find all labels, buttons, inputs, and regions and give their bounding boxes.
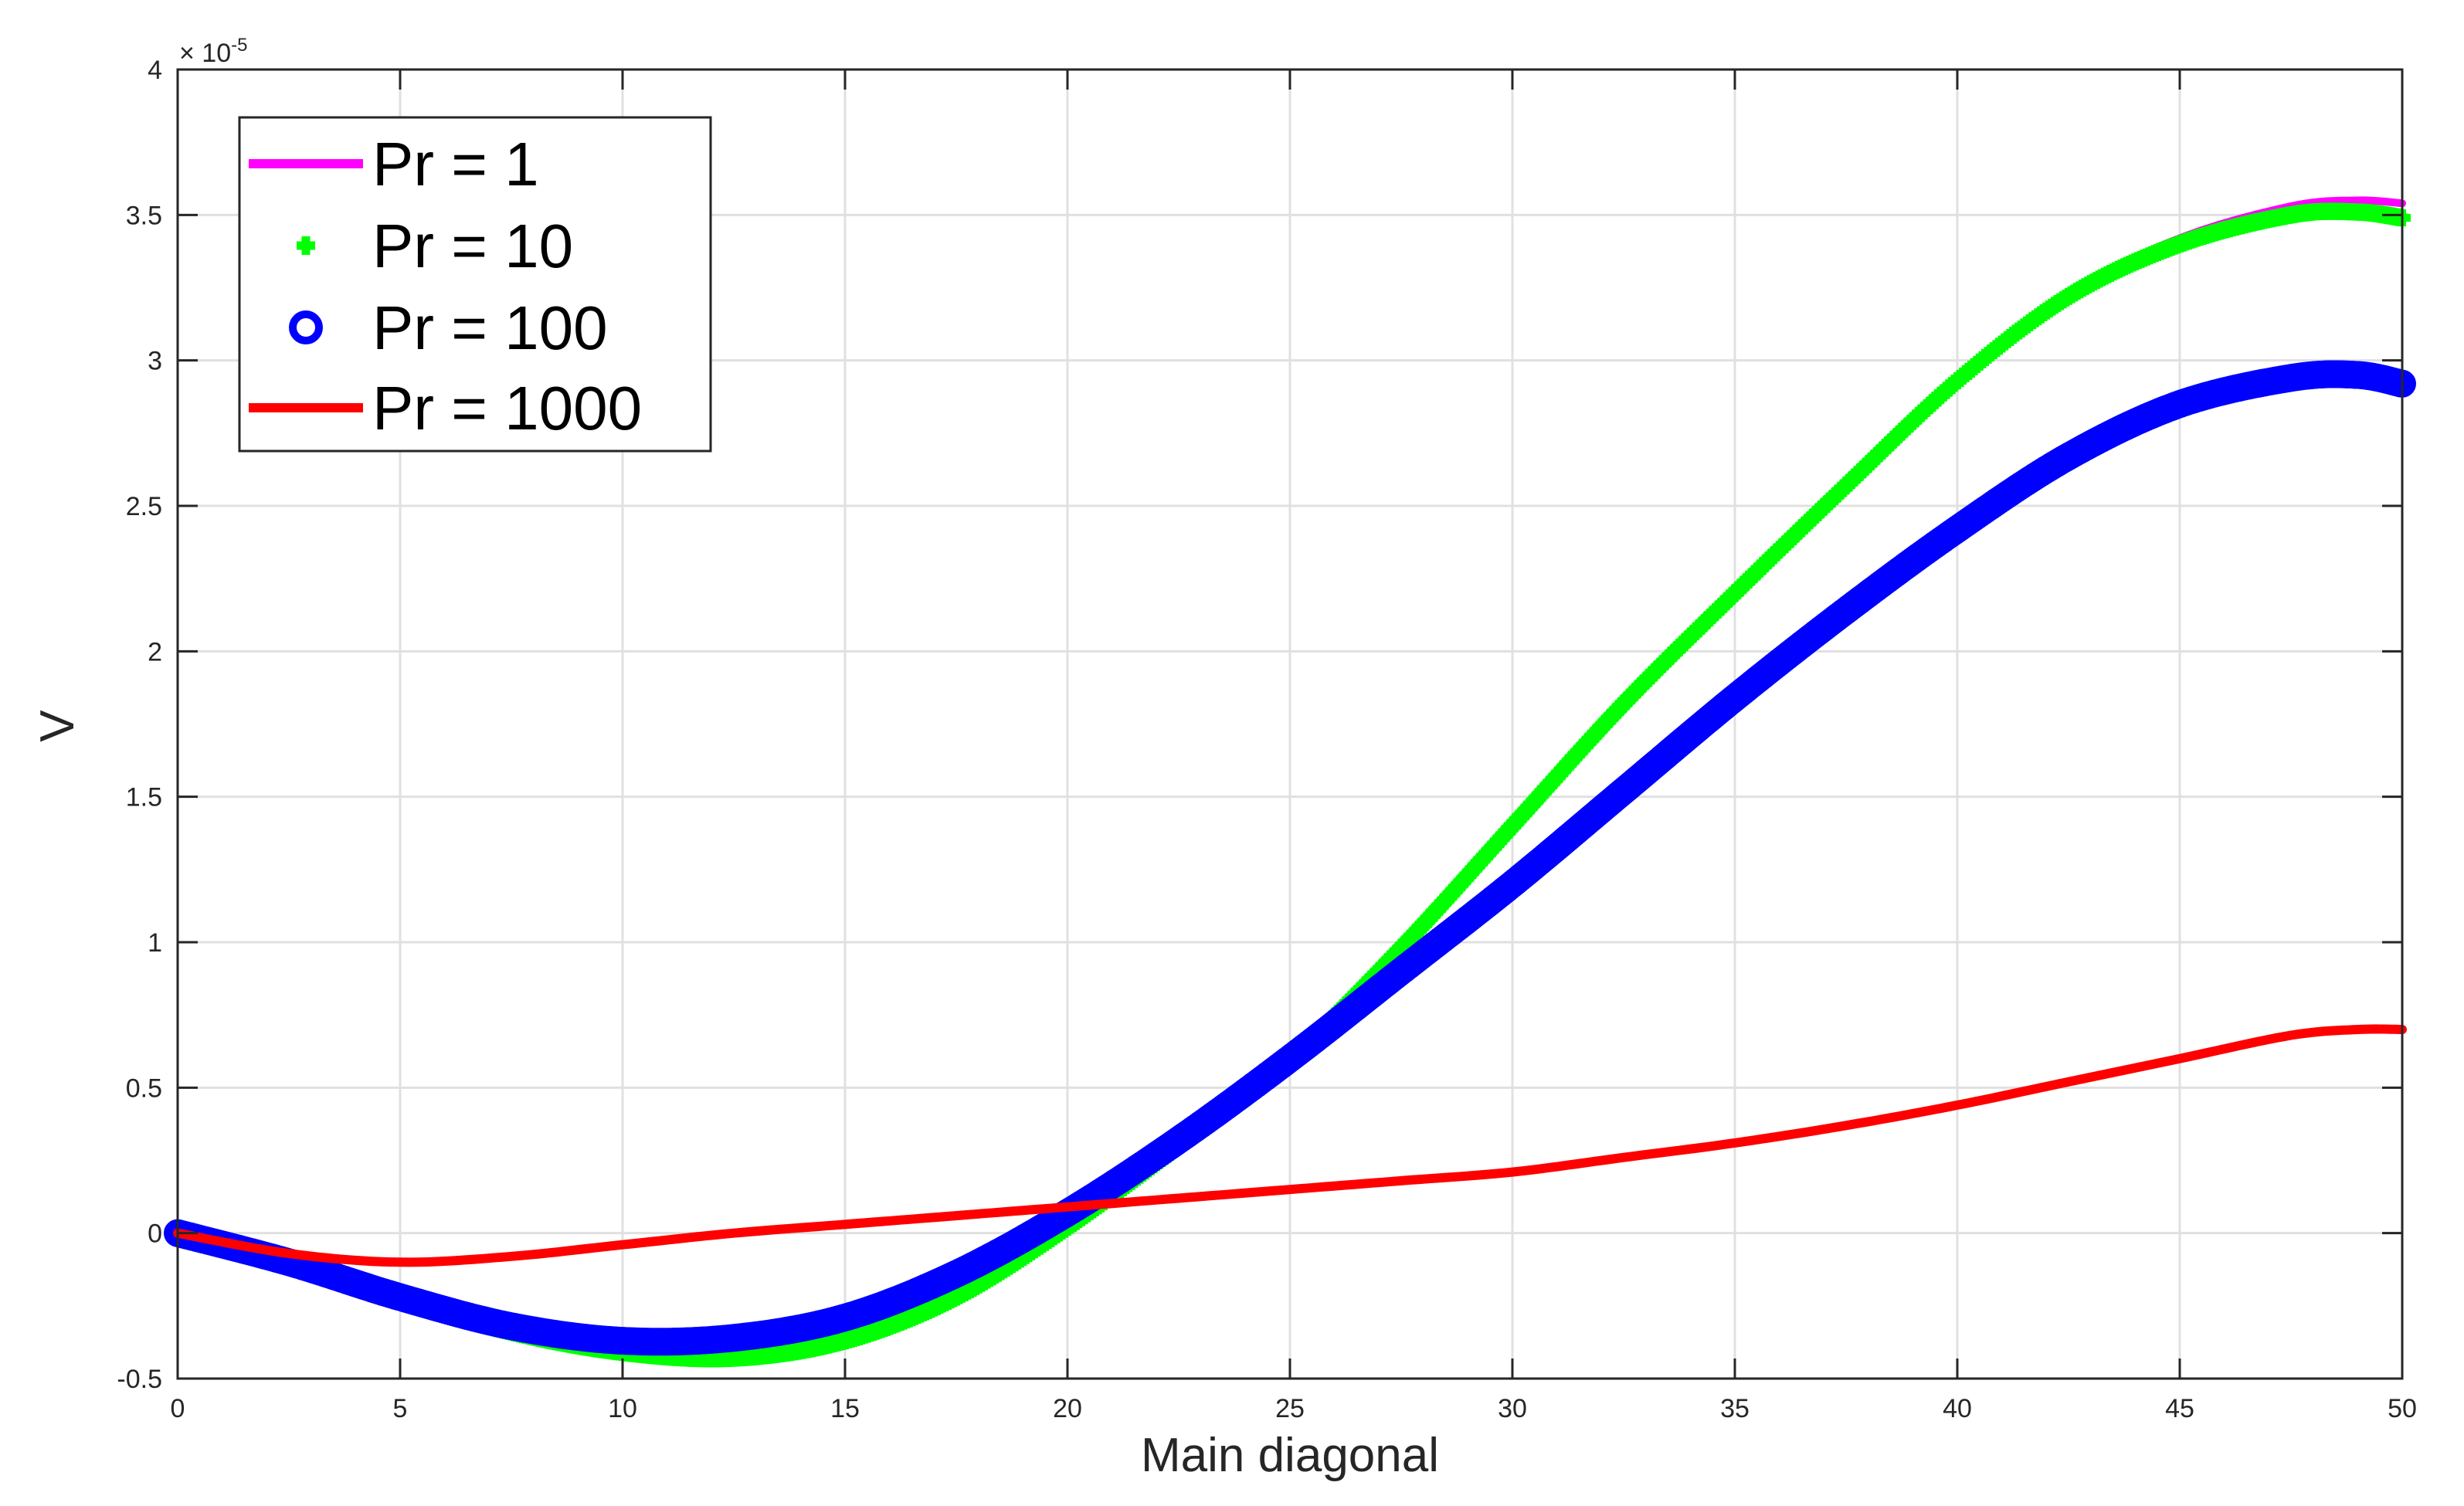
- series-pr-100: [164, 360, 2416, 1356]
- x-tick-label: 30: [1498, 1394, 1527, 1423]
- y-tick-label: 1.5: [126, 783, 162, 812]
- y-tick-label: 0: [148, 1219, 162, 1249]
- y-tick-label: 3.5: [126, 201, 162, 230]
- legend-entry: Pr = 10: [297, 212, 573, 280]
- y-exponent-power: -5: [231, 35, 247, 56]
- x-tick-label: 0: [171, 1394, 185, 1423]
- legend-label: Pr = 100: [372, 293, 608, 362]
- legend-label: Pr = 1000: [372, 374, 642, 443]
- legend-box: [238, 116, 712, 453]
- y-tick-label: 2: [148, 637, 162, 667]
- x-tick-label: 45: [2165, 1394, 2194, 1423]
- y-tick-label: 2.5: [126, 492, 162, 521]
- series-line: [173, 1024, 2407, 1267]
- series-layer: [164, 196, 2416, 1368]
- x-tick-label: 35: [1720, 1394, 1750, 1423]
- y-tick-label: 3: [148, 347, 162, 376]
- y-tick-label: 0.5: [126, 1074, 162, 1103]
- legend-entries: Pr = 1 Pr = 10 Pr = 100 Pr = 1000: [249, 130, 642, 443]
- series-pr-1000: [173, 1024, 2407, 1267]
- y-tick-label: 4: [148, 56, 162, 85]
- x-tick-label: 15: [830, 1394, 860, 1423]
- y-axis-label: V: [31, 710, 84, 742]
- legend-plus-marker: [297, 236, 315, 255]
- legend-entry: Pr = 1000: [249, 374, 642, 443]
- x-tick-label: 5: [393, 1394, 408, 1423]
- x-tick-label: 50: [2388, 1394, 2417, 1423]
- x-tick-label: 25: [1275, 1394, 1305, 1423]
- x-tick-label: 40: [1943, 1394, 1972, 1423]
- x-axis-label: Main diagonal: [1141, 1429, 1439, 1482]
- y-tick-label: 1: [148, 928, 162, 958]
- x-tick-label: 20: [1053, 1394, 1082, 1423]
- y-exponent-label: × 10-5: [179, 35, 247, 68]
- x-tick-label: 10: [608, 1394, 637, 1423]
- legend: Pr = 1 Pr = 10 Pr = 100 Pr = 1000: [238, 116, 712, 453]
- legend-label: Pr = 1: [372, 130, 539, 198]
- legend-entry: Pr = 100: [289, 293, 608, 362]
- legend-circle-marker: [289, 310, 323, 344]
- y-tick-label: -0.5: [117, 1365, 162, 1394]
- ticks: 0 5 10 15 20 25 30 35 40 45 50 -0.5 0 0.5 1 1.5 2 2.5 3 3.5…: [117, 56, 2417, 1423]
- legend-label: Pr = 10: [372, 212, 573, 280]
- legend-entry: Pr = 1: [249, 130, 539, 198]
- y-exponent-base: × 10: [179, 39, 231, 68]
